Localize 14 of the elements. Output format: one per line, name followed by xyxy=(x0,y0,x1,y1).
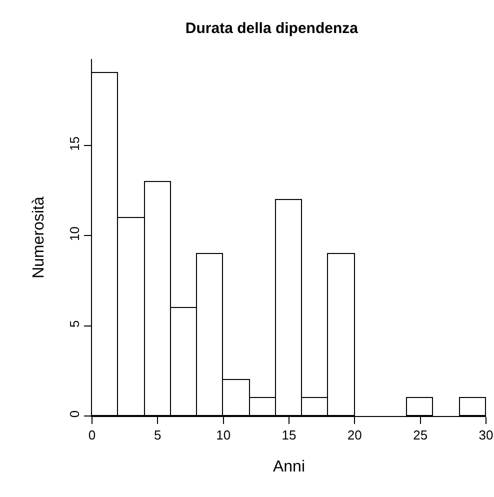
x-tick-label: 10 xyxy=(216,428,231,443)
y-tick-label: 10 xyxy=(66,226,82,241)
x-tick-label: 25 xyxy=(413,428,428,443)
chart-title: Durata della dipendenza xyxy=(185,20,359,37)
x-tick-label: 15 xyxy=(282,428,296,443)
y-axis-title: Numerosità xyxy=(30,196,48,278)
y-tick-label: 0 xyxy=(66,410,82,418)
x-axis-title: Anni xyxy=(272,458,306,476)
x-tick-label: 20 xyxy=(347,428,362,443)
x-tick-label: 5 xyxy=(154,428,162,443)
x-tick-label: 0 xyxy=(88,428,96,443)
y-tick-label: 5 xyxy=(66,320,82,328)
y-tick-label: 15 xyxy=(66,136,82,151)
x-tick-label: 30 xyxy=(478,428,494,443)
